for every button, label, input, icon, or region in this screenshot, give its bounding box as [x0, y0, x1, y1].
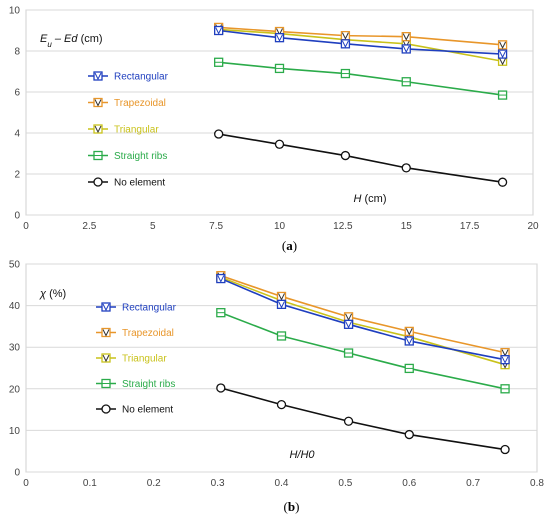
- y-tick-label: 2: [14, 170, 20, 181]
- data-point-rectangular-inner: [278, 301, 285, 309]
- x-tick-label: 17.5: [460, 221, 480, 232]
- y-tick-label: 30: [9, 343, 21, 354]
- data-point-no-element: [340, 150, 351, 161]
- x-axis-title: H/H0: [289, 449, 315, 461]
- data-point-no-element: [276, 399, 287, 410]
- data-point-no-element: [404, 429, 414, 440]
- series-line-no-element: [220, 387, 506, 451]
- data-point-trapezoidal-inner: [402, 33, 410, 41]
- legend-marker-rectangular-inner: [102, 303, 110, 312]
- data-point-rectangular-inner: [217, 275, 225, 283]
- y-tick-label: 10: [9, 426, 21, 437]
- x-tick-label: 0.3: [211, 478, 225, 489]
- y-tick-label: 10: [9, 6, 21, 17]
- x-tick-label: 10: [274, 221, 286, 232]
- y-tick-label: 4: [14, 129, 20, 140]
- series-straight-ribs: [214, 57, 508, 100]
- series-straight-ribs: [216, 308, 510, 394]
- data-point-rectangular-inner: [499, 50, 507, 59]
- series-line-straight-ribs: [218, 61, 503, 96]
- y-tick-label: 20: [9, 384, 21, 395]
- series-rectangular: [214, 25, 508, 59]
- x-tick-label: 12.5: [333, 221, 353, 232]
- data-point-no-element: [274, 139, 285, 149]
- data-point-no-element: [401, 163, 411, 173]
- y-tick-label: 50: [9, 260, 21, 271]
- data-point-rectangular-inner: [501, 356, 509, 364]
- data-point-rectangular-inner: [402, 45, 410, 54]
- x-tick-label: 0.8: [530, 478, 544, 489]
- data-point-no-element: [497, 177, 508, 187]
- legend-marker-triangular-inner: [94, 125, 102, 134]
- legend-marker-no-element: [101, 404, 111, 414]
- legend: Rectangular Trapezoidal Triangular Straight…: [88, 71, 169, 189]
- legend-marker-trapezoidal-inner: [102, 329, 110, 337]
- legend: Rectangular Trapezoidal Triangular Straight…: [96, 302, 177, 416]
- series-rectangular: [216, 273, 510, 365]
- data-point-trapezoidal-inner: [405, 328, 413, 336]
- legend-label-straight-ribs: Straight ribs: [122, 379, 175, 390]
- series-trapezoidal: [216, 270, 510, 358]
- data-point-no-element: [214, 129, 224, 139]
- legend-marker-rectangular-inner: [94, 72, 102, 81]
- y-tick-label: 0: [14, 211, 20, 222]
- chart-panel-b: 0 10 20 30 40 50 0 0.1 0.2 0.3 0.4 0.5 0.6 0.7 0.8 χ (%…: [9, 260, 545, 515]
- series-no-element: [216, 383, 510, 455]
- data-point-no-element: [216, 383, 226, 393]
- data-point-triangular-inner: [499, 58, 507, 66]
- legend-marker-trapezoidal-inner: [94, 99, 102, 107]
- x-tick-label: 0.2: [147, 478, 161, 489]
- y-axis-title: Eu – Ed (cm): [40, 33, 103, 49]
- legend-marker-no-element: [93, 177, 103, 187]
- data-point-trapezoidal-inner: [499, 41, 507, 49]
- legend-label-rectangular: Rectangular: [122, 303, 177, 314]
- legend-label-trapezoidal: Trapezoidal: [122, 328, 174, 339]
- legend-label-trapezoidal: Trapezoidal: [114, 98, 166, 109]
- panel-label: (a): [282, 238, 297, 253]
- x-tick-label: 0.4: [275, 478, 289, 489]
- panel-label: (b): [284, 499, 300, 514]
- y-tick-label: 40: [9, 301, 21, 312]
- data-point-rectangular-inner: [341, 40, 349, 48]
- x-axis-title: H (cm): [354, 193, 387, 205]
- data-point-rectangular-inner: [215, 27, 223, 35]
- y-tick-label: 8: [14, 47, 20, 58]
- y-axis-title: χ (%): [39, 288, 66, 300]
- y-tick-label: 6: [14, 88, 20, 99]
- series-line-trapezoidal: [220, 274, 506, 354]
- x-tick-label: 5: [150, 221, 156, 232]
- legend-label-straight-ribs: Straight ribs: [114, 151, 167, 162]
- data-point-no-element: [343, 416, 354, 426]
- data-point-trapezoidal-inner: [341, 32, 349, 40]
- series-no-element: [214, 129, 508, 187]
- x-tick-label: 0.6: [402, 478, 416, 489]
- x-tick-label: 2.5: [82, 221, 96, 232]
- x-tick-label: 7.5: [209, 221, 223, 232]
- series-line-no-element: [218, 133, 503, 183]
- data-point-rectangular-inner: [276, 34, 283, 42]
- data-point-rectangular-inner: [345, 321, 353, 329]
- legend-label-triangular: Triangular: [122, 354, 167, 365]
- data-point-no-element: [500, 444, 510, 455]
- x-tick-label: 0: [23, 221, 29, 232]
- y-tick-label: 0: [14, 468, 20, 479]
- x-tick-label: 0.5: [338, 478, 352, 489]
- legend-label-no-element: No element: [114, 178, 165, 189]
- x-tick-label: 0.1: [83, 478, 97, 489]
- x-tick-label: 15: [401, 221, 413, 232]
- legend-label-no-element: No element: [122, 405, 173, 416]
- data-point-rectangular-inner: [405, 337, 413, 346]
- x-tick-label: 0: [23, 478, 29, 489]
- legend-label-rectangular: Rectangular: [114, 72, 169, 83]
- legend-label-triangular: Triangular: [114, 125, 159, 136]
- data-point-trapezoidal-inner: [278, 293, 285, 301]
- legend-marker-triangular-inner: [102, 354, 110, 363]
- x-tick-label: 0.7: [466, 478, 480, 489]
- x-tick-label: 20: [527, 221, 539, 232]
- chart-panel-a: 0 2 4 6 8 10 0 2.5 5 7.5 10 12.5 15 17.5 20 Eu – Ed (cm…: [9, 6, 539, 254]
